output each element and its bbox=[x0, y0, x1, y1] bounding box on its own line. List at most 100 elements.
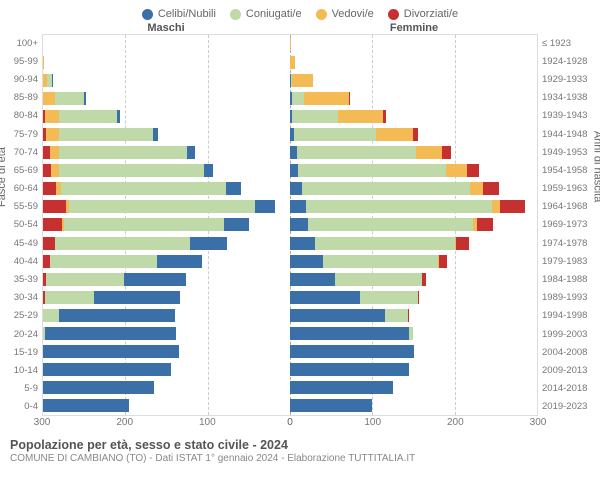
segment-married bbox=[45, 291, 94, 304]
segment-married bbox=[55, 237, 191, 250]
male-bar bbox=[43, 164, 290, 177]
birth-year-label: 1974-1978 bbox=[542, 234, 600, 252]
birth-year-label: 1929-1933 bbox=[542, 70, 600, 88]
segment-single bbox=[52, 74, 53, 87]
segment-divorced bbox=[43, 218, 62, 231]
segment-widowed bbox=[376, 128, 413, 141]
age-label: 35-39 bbox=[0, 270, 38, 288]
segment-divorced bbox=[43, 182, 56, 195]
segment-widowed bbox=[51, 164, 59, 177]
legend-dot bbox=[230, 9, 241, 20]
header-female: Femmine bbox=[290, 22, 538, 34]
segment-married bbox=[323, 255, 438, 268]
pyramid-row bbox=[43, 180, 537, 198]
legend-dot bbox=[316, 9, 327, 20]
age-label: 15-19 bbox=[0, 343, 38, 361]
segment-single bbox=[290, 200, 306, 213]
segment-single bbox=[43, 363, 171, 376]
segment-widowed bbox=[338, 110, 383, 123]
pyramid-row bbox=[43, 288, 537, 306]
segment-divorced bbox=[43, 146, 50, 159]
pyramid-row bbox=[43, 361, 537, 379]
segment-divorced bbox=[413, 128, 417, 141]
male-bar bbox=[43, 345, 290, 358]
pyramid-row bbox=[43, 306, 537, 324]
segment-divorced bbox=[467, 164, 479, 177]
female-bar bbox=[290, 74, 537, 87]
segment-single bbox=[290, 363, 409, 376]
pyramid-row bbox=[43, 379, 537, 397]
pyramid-row bbox=[43, 107, 537, 125]
segment-single bbox=[43, 381, 154, 394]
male-bar bbox=[43, 399, 290, 412]
male-bar bbox=[43, 309, 290, 322]
birth-year-label: ≤ 1923 bbox=[542, 34, 600, 52]
segment-married bbox=[292, 110, 337, 123]
segment-married bbox=[59, 146, 187, 159]
pyramid-row bbox=[43, 35, 537, 53]
pyramid-row bbox=[43, 53, 537, 71]
segment-single bbox=[290, 146, 297, 159]
x-tick: 0 bbox=[287, 417, 293, 428]
segment-single bbox=[255, 200, 276, 213]
birth-year-label: 1969-1973 bbox=[542, 216, 600, 234]
segment-single bbox=[153, 128, 158, 141]
segment-single bbox=[290, 327, 409, 340]
segment-single bbox=[290, 237, 315, 250]
legend-dot bbox=[388, 9, 399, 20]
segment-married bbox=[46, 273, 124, 286]
legend-dot bbox=[142, 9, 153, 20]
footer: Popolazione per età, sesso e stato civil… bbox=[0, 432, 600, 464]
legend-item: Coniugati/e bbox=[230, 8, 302, 20]
segment-widowed bbox=[416, 146, 442, 159]
segment-divorced bbox=[43, 237, 55, 250]
segment-married bbox=[59, 128, 154, 141]
segment-single bbox=[94, 291, 180, 304]
birth-year-label: 1994-1998 bbox=[542, 307, 600, 325]
segment-married bbox=[50, 255, 157, 268]
male-bar bbox=[43, 200, 290, 213]
segment-divorced bbox=[422, 273, 426, 286]
legend-item: Vedovi/e bbox=[316, 8, 374, 20]
legend-item: Divorziati/e bbox=[388, 8, 458, 20]
segment-married bbox=[43, 309, 59, 322]
male-bar bbox=[43, 74, 290, 87]
pyramid-row bbox=[43, 397, 537, 415]
segment-widowed bbox=[50, 146, 60, 159]
segment-divorced bbox=[43, 200, 66, 213]
y-axis-right: ≤ 19231924-19281929-19331934-19381939-19… bbox=[538, 34, 600, 416]
female-bar bbox=[290, 182, 537, 195]
segment-single bbox=[290, 182, 302, 195]
segment-single bbox=[290, 309, 385, 322]
segment-single bbox=[117, 110, 120, 123]
segment-married bbox=[298, 164, 446, 177]
segment-married bbox=[385, 309, 408, 322]
segment-single bbox=[290, 255, 323, 268]
segment-widowed bbox=[290, 38, 291, 51]
x-tick: 300 bbox=[530, 417, 547, 428]
age-label: 0-4 bbox=[0, 398, 38, 416]
header-row: Maschi Femmine bbox=[0, 22, 600, 34]
segment-single bbox=[224, 218, 249, 231]
male-bar bbox=[43, 327, 290, 340]
birth-year-label: 2014-2018 bbox=[542, 380, 600, 398]
x-tick: 100 bbox=[199, 417, 216, 428]
segment-widowed bbox=[470, 182, 482, 195]
pyramid-row bbox=[43, 162, 537, 180]
male-bar bbox=[43, 38, 290, 51]
segment-married bbox=[302, 182, 471, 195]
age-label: 50-54 bbox=[0, 216, 38, 234]
pyramid-row bbox=[43, 198, 537, 216]
male-bar bbox=[43, 56, 290, 69]
segment-divorced bbox=[483, 182, 499, 195]
legend-label: Vedovi/e bbox=[332, 8, 374, 20]
female-bar bbox=[290, 146, 537, 159]
segment-single bbox=[290, 345, 414, 358]
segment-single bbox=[290, 218, 308, 231]
male-bar bbox=[43, 291, 290, 304]
segment-widowed bbox=[446, 164, 467, 177]
x-tick: 200 bbox=[447, 417, 464, 428]
age-label: 40-44 bbox=[0, 252, 38, 270]
age-label: 85-89 bbox=[0, 89, 38, 107]
segment-married bbox=[308, 218, 473, 231]
